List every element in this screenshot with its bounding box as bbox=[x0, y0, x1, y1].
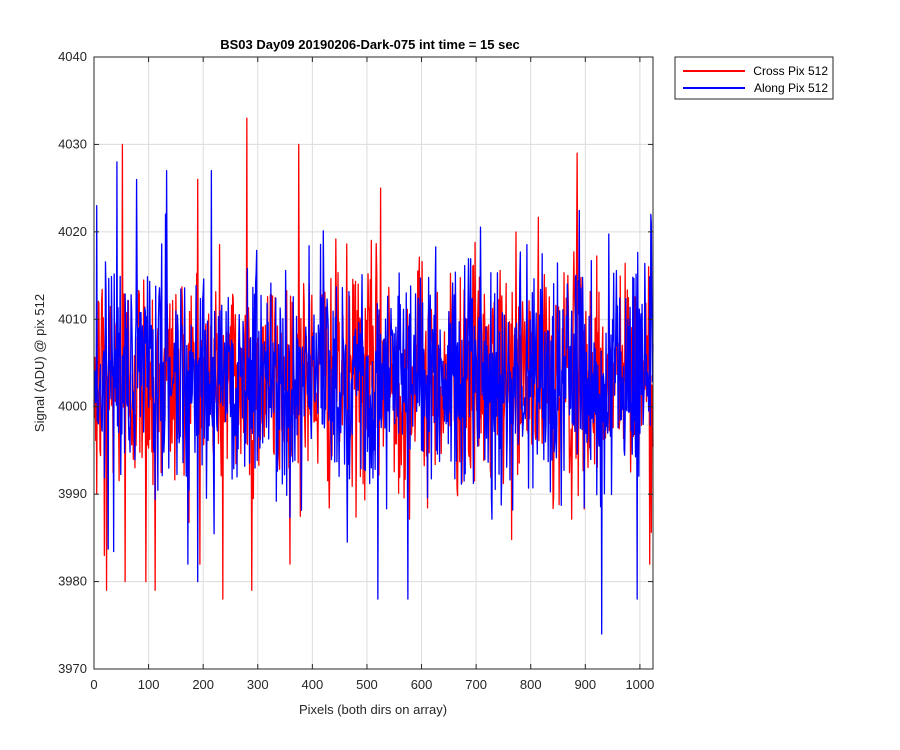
chart-title: BS03 Day09 20190206-Dark-075 int time = … bbox=[220, 37, 520, 52]
y-tick-label: 4020 bbox=[58, 224, 87, 239]
y-axis-label: Signal (ADU) @ pix 512 bbox=[32, 294, 47, 432]
ticks: 0 100 200 300 400 500 600 700 800 900 1000 3970 3980… bbox=[58, 49, 654, 692]
x-tick-label: 300 bbox=[247, 677, 269, 692]
x-tick-label: 100 bbox=[138, 677, 160, 692]
x-tick-label: 900 bbox=[574, 677, 596, 692]
x-tick-label: 700 bbox=[465, 677, 487, 692]
y-tick-label: 4030 bbox=[58, 136, 87, 151]
plot-lines bbox=[93, 117, 654, 635]
y-tick-label: 4040 bbox=[58, 49, 87, 64]
y-tick-label: 3980 bbox=[58, 574, 87, 589]
legend-label-along: Along Pix 512 bbox=[754, 81, 828, 95]
x-tick-label: 600 bbox=[411, 677, 433, 692]
x-tick-label: 0 bbox=[90, 677, 97, 692]
y-tick-label: 4010 bbox=[58, 311, 87, 326]
legend-box bbox=[674, 56, 834, 100]
y-tick-label: 3970 bbox=[58, 661, 87, 676]
y-tick-label: 3990 bbox=[58, 486, 87, 501]
x-tick-label: 200 bbox=[192, 677, 214, 692]
x-tick-label: 400 bbox=[302, 677, 324, 692]
x-axis-label: Pixels (both dirs on array) bbox=[299, 702, 447, 717]
legend-label-cross: Cross Pix 512 bbox=[753, 64, 828, 78]
x-tick-label: 1000 bbox=[625, 677, 654, 692]
y-tick-label: 4000 bbox=[58, 399, 87, 414]
axes-box bbox=[93, 56, 654, 670]
x-tick-label: 500 bbox=[356, 677, 378, 692]
legend: Cross Pix 512 Along Pix 512 bbox=[674, 56, 834, 100]
x-tick-label: 800 bbox=[520, 677, 542, 692]
series-line-along-pix-512 bbox=[93, 161, 654, 635]
